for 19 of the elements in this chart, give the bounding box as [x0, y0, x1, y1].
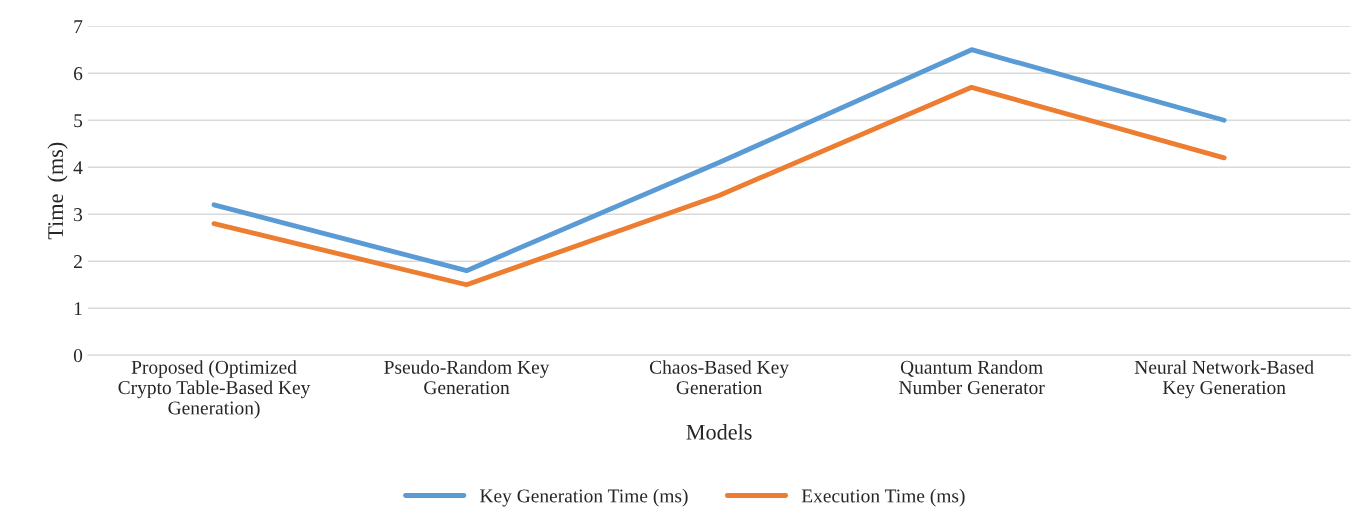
x-tick-label: Chaos-Based Key Generation: [649, 360, 789, 395]
y-tick-label: 5: [74, 114, 83, 128]
y-tick-label: 3: [74, 208, 83, 222]
line-series: [211, 47, 1227, 274]
x-axis-title: Models: [686, 424, 752, 440]
line-series: [211, 84, 1227, 288]
x-tick-label: Neural Network-Based Key Generation: [1134, 360, 1314, 399]
legend-label: Execution Time (ms): [801, 488, 965, 507]
y-tick-label: 4: [73, 161, 83, 174]
y-tick-label: 7: [74, 20, 83, 33]
y-tick-label: 1: [74, 302, 82, 316]
x-tick-label: Pseudo-Random Key Generation: [384, 360, 550, 395]
x-tick-label: Proposed (Optimized Crypto Table-Based Key Generation): [118, 360, 311, 419]
y-tick-label: 0: [73, 349, 83, 363]
x-tick-label: Quantum Random Number Generator: [899, 360, 1045, 395]
legend-label: Key Generation Time (ms): [480, 488, 688, 507]
y-tick-label: 6: [74, 67, 83, 81]
y-tick-label: 2: [74, 255, 82, 268]
y-axis-title: Time (ms): [47, 142, 68, 240]
